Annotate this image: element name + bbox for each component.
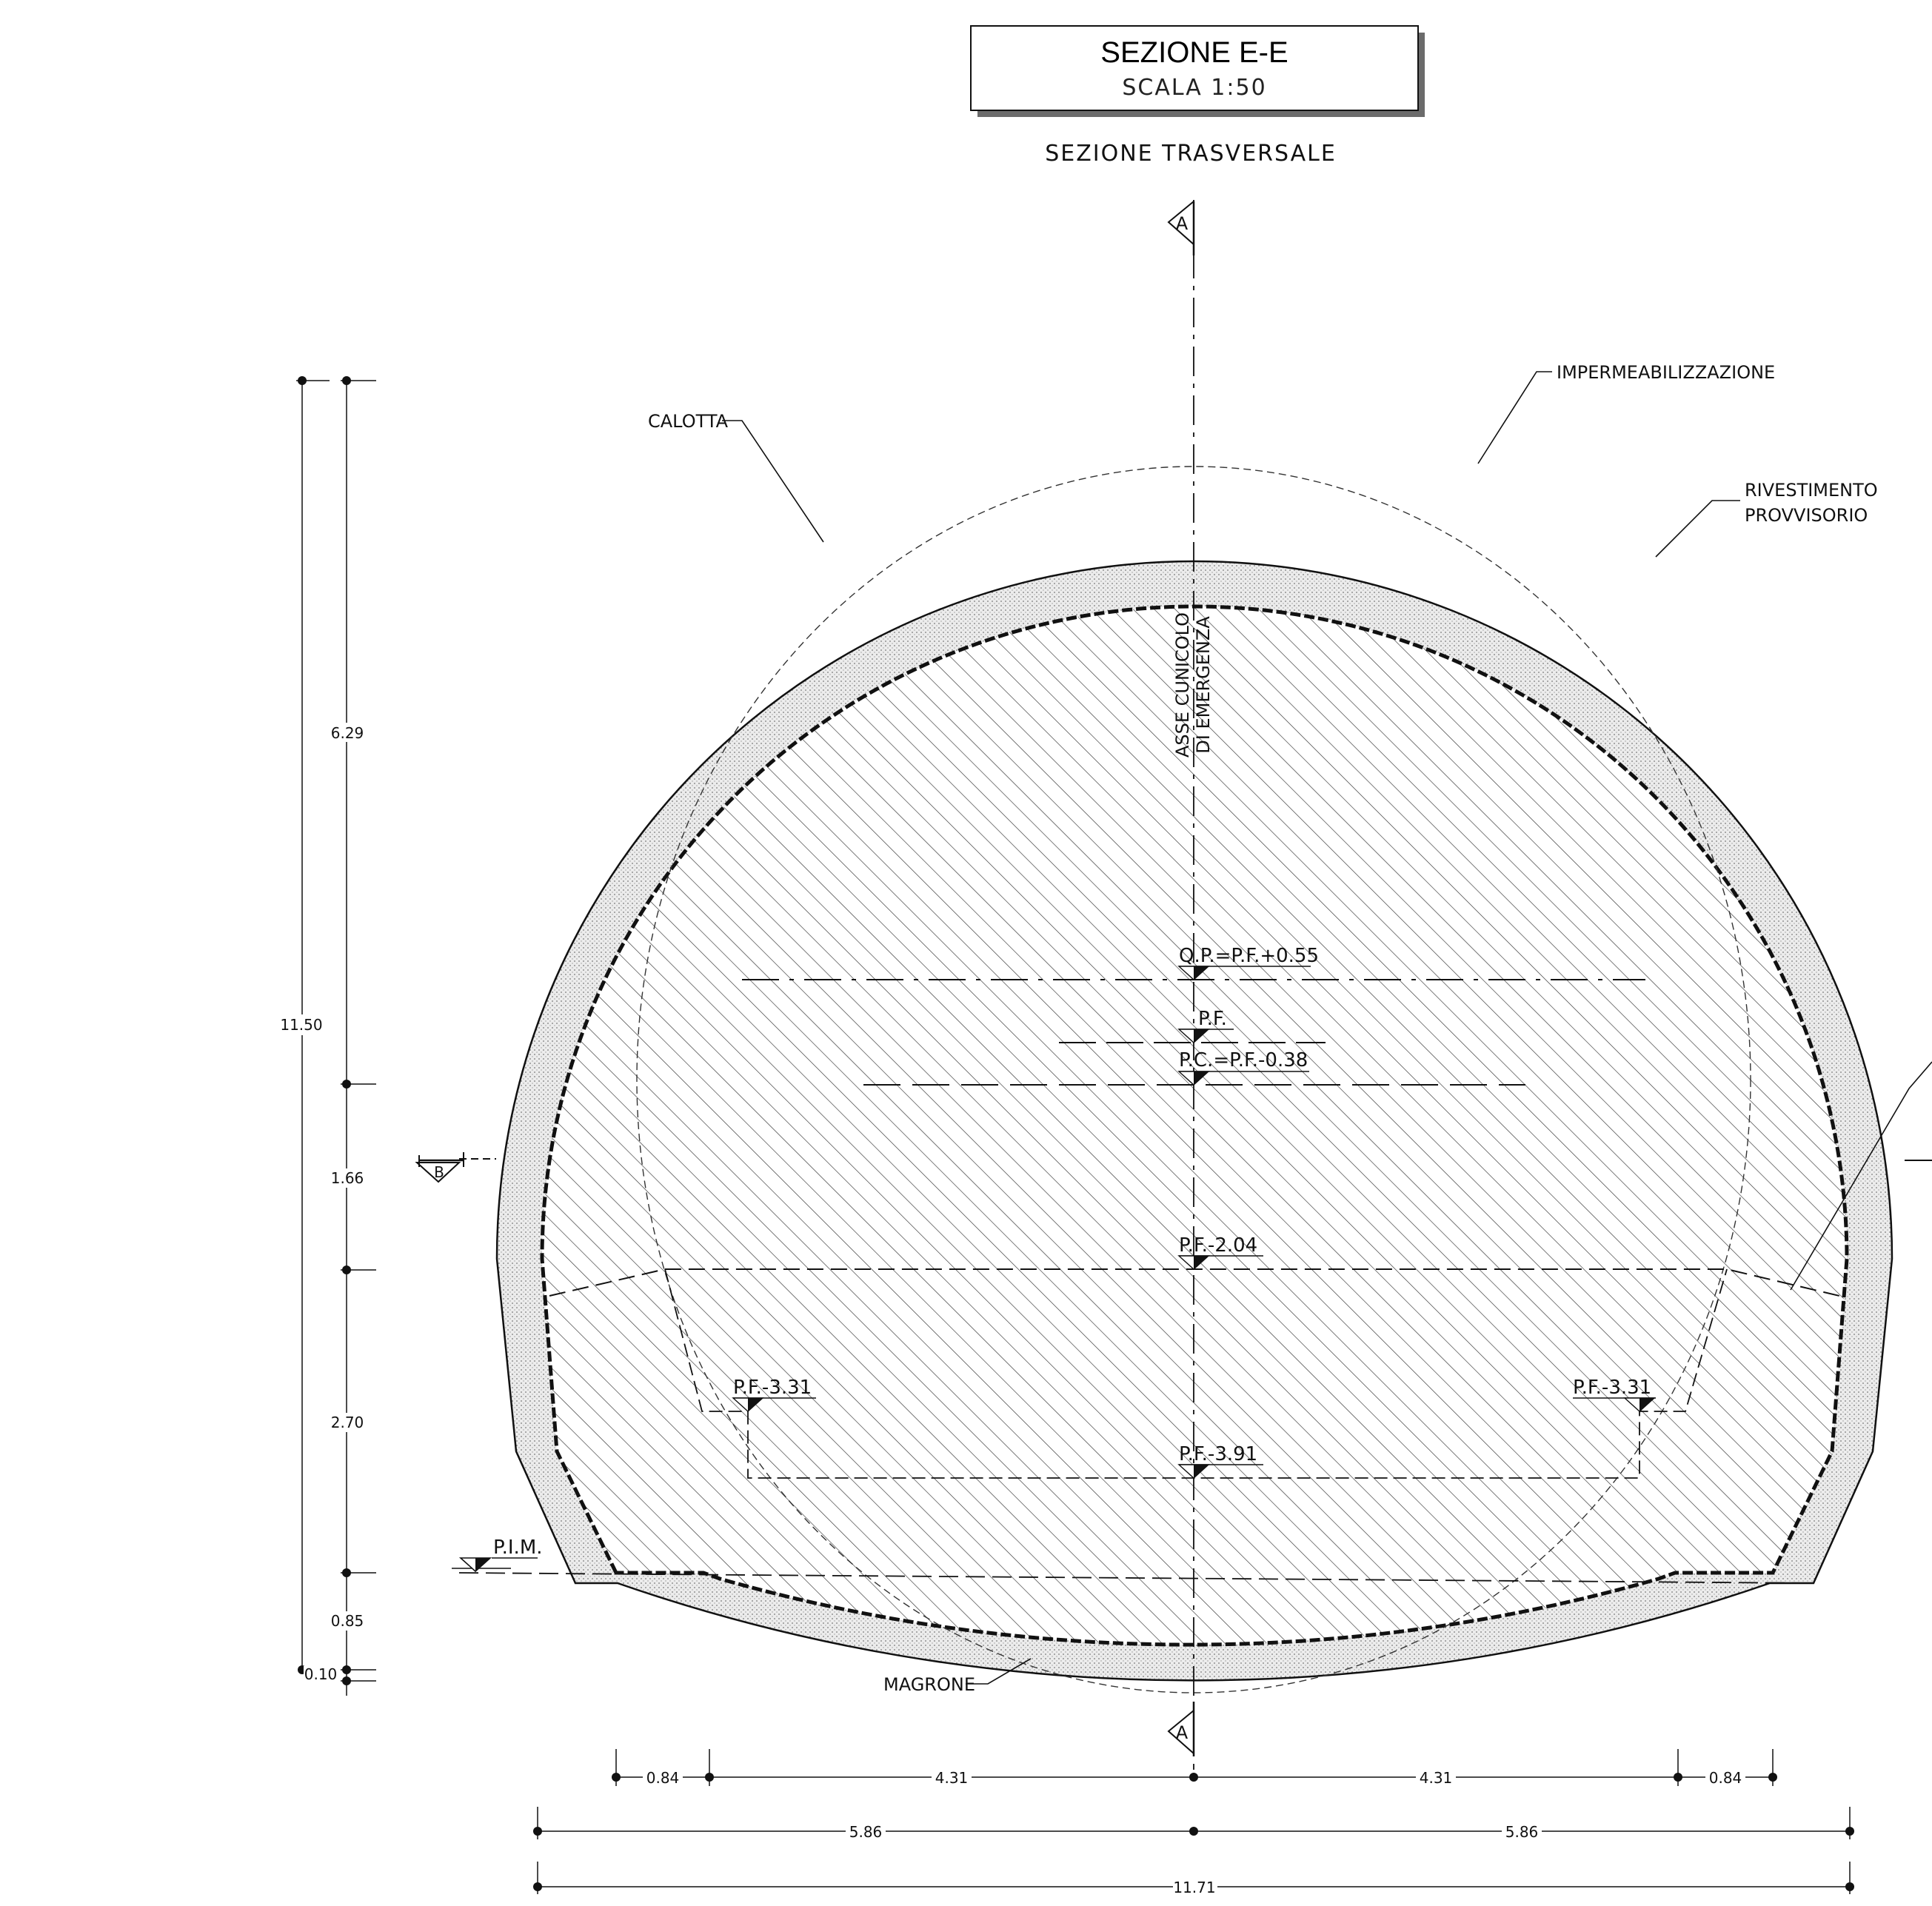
- level-pf-204-label: P.F.-2.04: [1179, 1234, 1257, 1257]
- section-marker-top: A: [1167, 199, 1195, 255]
- dim-085: 0.85: [331, 1612, 364, 1630]
- magrone-label: MAGRONE: [883, 1674, 975, 1695]
- hatch-fill: [542, 606, 1847, 1645]
- dim-586-left: 5.86: [849, 1823, 883, 1841]
- pim-label: P.I.M.: [493, 1536, 543, 1559]
- title-block: SEZIONE E-E SCALA 1:50: [970, 25, 1425, 117]
- rivestimento-label-1: RIVESTIMENTO: [1745, 480, 1878, 501]
- level-pf-331-left-label: P.F.-3.31: [733, 1377, 812, 1399]
- dim-084-right: 0.84: [1709, 1769, 1742, 1787]
- level-pc: P.C.=P.F.-0.38: [1177, 1049, 1309, 1086]
- drawing-scale: SCALA 1:50: [1122, 75, 1266, 101]
- dim-270: 2.70: [331, 1414, 364, 1431]
- callout-magrone: MAGRONE: [883, 1658, 1032, 1695]
- impermeabilizzazione-label: IMPERMEABILIZZAZIONE: [1557, 362, 1775, 383]
- level-pc-label: P.C.=P.F.-0.38: [1179, 1049, 1308, 1071]
- level-pf-331-left: P.F.-3.31: [732, 1377, 816, 1412]
- calotta-label: CALOTTA: [648, 411, 729, 432]
- level-pf-label: P.F.: [1198, 1008, 1227, 1030]
- marker-left-label: B: [434, 1163, 444, 1181]
- callout-right-cropped: [1790, 1061, 1932, 1291]
- dim-total: 11.50: [280, 1016, 322, 1034]
- vertical-dimensions: . 11.50 6.29 1.66 2.70 0.85 0.10: [280, 376, 376, 1696]
- axis-label: ASSE CUNICOLO DI EMERGENZA: [1172, 612, 1214, 758]
- section-marker-left: B: [415, 1152, 464, 1183]
- dim-010: 0.10: [304, 1665, 338, 1683]
- rivestimento-label-2: PROVVISORIO: [1745, 505, 1868, 526]
- axis-label-line1: ASSE CUNICOLO: [1172, 612, 1193, 758]
- callout-calotta: CALOTTA: [648, 411, 824, 543]
- section-marker-bottom: A: [1167, 1702, 1195, 1756]
- dim-586-right: 5.86: [1505, 1823, 1539, 1841]
- level-pf-391-label: P.F.-3.91: [1179, 1443, 1257, 1465]
- callout-rivestimento: RIVESTIMENTO PROVVISORIO: [1655, 480, 1878, 558]
- dim-431-left: 4.31: [935, 1769, 969, 1787]
- level-pf-331-right-label: P.F.-3.31: [1573, 1377, 1651, 1399]
- level-pf-204: P.F.-2.04: [1177, 1234, 1263, 1270]
- callout-impermeabilizzazione: IMPERMEABILIZZAZIONE: [1477, 362, 1775, 464]
- dim-1171: 11.71: [1173, 1879, 1215, 1896]
- level-qp: Q.P.=P.F.+0.55: [1177, 945, 1319, 980]
- marker-top-label: A: [1176, 213, 1189, 234]
- bench-line: [549, 1268, 1840, 1297]
- pim-baseline: [458, 1572, 1814, 1584]
- drawing-title: SEZIONE E-E: [1100, 36, 1288, 69]
- level-qp-label: Q.P.=P.F.+0.55: [1179, 945, 1319, 967]
- level-pim: P.I.M.: [452, 1536, 543, 1573]
- dim-629: 6.29: [331, 724, 364, 742]
- dim-431-right: 4.31: [1420, 1769, 1453, 1787]
- level-pf: P.F.: [1177, 1008, 1234, 1043]
- axis-label-line2: DI EMERGENZA: [1193, 616, 1214, 754]
- dim-084-left: 0.84: [646, 1769, 680, 1787]
- horizontal-dimensions: 0.84 4.31 4.31 0.84 5.86 5.86 11.71: [533, 1749, 1854, 1896]
- level-pf-391: P.F.-3.91: [1177, 1443, 1263, 1479]
- waterproofing-line: [540, 604, 1849, 1647]
- marker-bottom-label: A: [1176, 1722, 1189, 1743]
- level-pf-331-right: P.F.-3.31: [1573, 1377, 1656, 1412]
- section-heading: SEZIONE TRASVERSALE: [1045, 141, 1337, 167]
- dim-166: 1.66: [331, 1169, 364, 1187]
